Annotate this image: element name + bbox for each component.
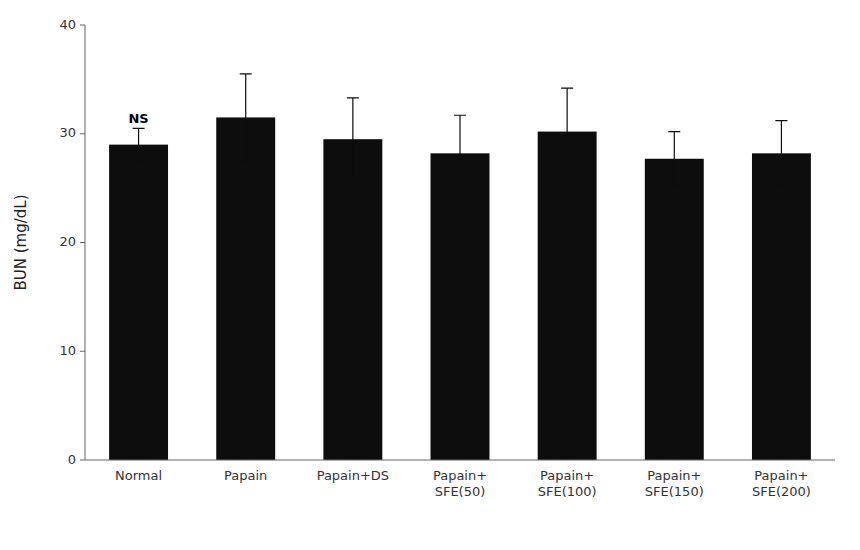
error-bar <box>775 121 787 186</box>
x-tick-label: Papain+DS <box>317 468 389 483</box>
y-axis-line <box>85 25 86 460</box>
x-axis: Normal Papain Papain+DS Papain+SFE(50) Papai… <box>115 468 811 499</box>
error-bar <box>240 74 252 161</box>
y-axis-label: BUN (mg/dL) <box>12 194 30 290</box>
x-tick-label: Papain <box>224 468 267 483</box>
x-tick-label: Normal <box>115 468 162 483</box>
y-tick-label: 20 <box>59 234 76 249</box>
x-tick-label: Papain+SFE(150) <box>645 468 704 499</box>
x-tick-label: Papain+SFE(50) <box>433 468 487 499</box>
error-bar <box>454 115 466 191</box>
y-tick <box>80 460 85 461</box>
bar <box>538 132 597 460</box>
bar <box>752 153 811 460</box>
y-tick-label: 0 <box>68 452 76 467</box>
chart-container: 0 10 20 30 40 BUN (mg/dL) Normal Papain Papain+D… <box>0 0 860 550</box>
bar <box>109 145 168 460</box>
error-bar <box>347 98 359 181</box>
bars <box>109 74 811 460</box>
error-bar <box>668 132 680 186</box>
chart-svg: 0 10 20 30 40 BUN (mg/dL) Normal Papain Papain+D… <box>0 0 860 550</box>
y-axis: 0 10 20 30 40 <box>59 17 85 467</box>
x-tick-label: Papain+SFE(200) <box>752 468 811 499</box>
y-tick <box>80 133 85 134</box>
error-bar <box>561 88 573 175</box>
y-tick <box>80 25 85 26</box>
error-bar <box>133 128 145 161</box>
bar <box>323 139 382 460</box>
bar <box>216 117 275 460</box>
y-tick-label: 10 <box>59 343 76 358</box>
bar <box>431 153 490 460</box>
x-axis-line <box>85 460 835 461</box>
bar <box>645 159 704 460</box>
y-tick <box>80 242 85 243</box>
y-tick-label: 40 <box>59 17 76 32</box>
y-tick <box>80 351 85 352</box>
x-tick-label: Papain+SFE(100) <box>538 468 597 499</box>
y-tick-label: 30 <box>59 125 76 140</box>
annotation: NS <box>128 111 148 126</box>
